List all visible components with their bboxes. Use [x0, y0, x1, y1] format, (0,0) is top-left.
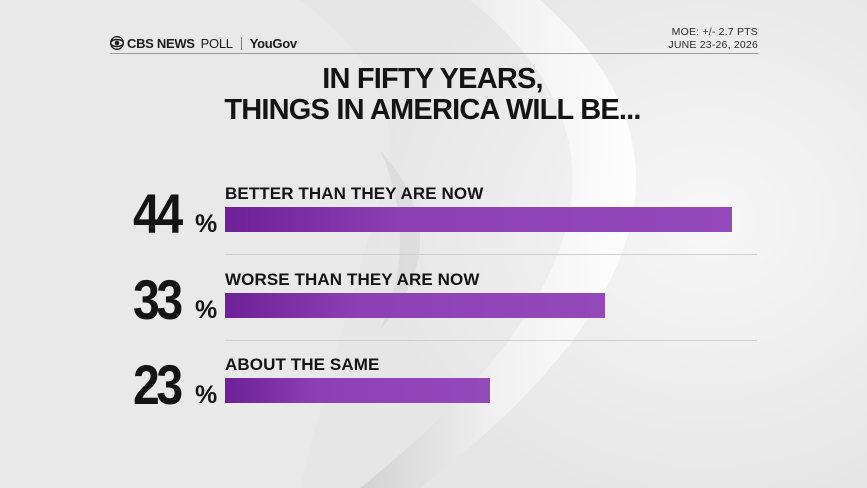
percent-label: 23%: [133, 355, 223, 415]
brand-logo: CBS NEWS POLL YouGov: [110, 35, 297, 51]
poll-dates: JUNE 23-26, 2026: [668, 39, 758, 51]
category-label: ABOUT THE SAME: [225, 355, 380, 374]
moe-line: MOE: +/- 2.7 PTS: [671, 26, 758, 38]
percent-sign: %: [195, 210, 217, 238]
percent-value: 23: [133, 353, 183, 416]
percent-value: 33: [133, 268, 183, 331]
moe-info: MOE: +/- 2.7 PTS JUNE 23-26, 2026: [668, 26, 758, 52]
bar: [225, 378, 491, 403]
row-divider: [225, 340, 757, 341]
percent-sign: %: [195, 296, 217, 324]
header-rule: [110, 53, 758, 54]
brand-partner: YouGov: [249, 35, 297, 51]
bar: [225, 207, 732, 232]
chart-title-line1: IN FIFTY YEARS,: [322, 63, 543, 95]
category-label: BETTER THAN THEY ARE NOW: [225, 184, 484, 203]
bar: [225, 293, 606, 318]
brand-separator: [240, 36, 242, 50]
bar-row: 33% WORSE THAN THEY ARE NOW: [0, 270, 867, 330]
row-divider: [225, 254, 757, 255]
chart-title: IN FIFTY YEARS, THINGS IN AMERICA WILL B…: [150, 64, 715, 126]
percent-label: 33%: [133, 270, 223, 330]
bar-row: 44% BETTER THAN THEY ARE NOW: [0, 184, 867, 244]
percent-label: 44%: [133, 184, 223, 244]
percent-value: 44: [133, 182, 183, 245]
chart-title-line2: THINGS IN AMERICA WILL BE...: [224, 94, 641, 126]
cbs-eye-icon: [110, 36, 124, 50]
brand-cbs-news: CBS NEWS: [127, 35, 195, 51]
brand-poll: POLL: [200, 35, 233, 51]
category-label: WORSE THAN THEY ARE NOW: [225, 270, 480, 289]
bar-row: 23% ABOUT THE SAME: [0, 355, 867, 415]
percent-sign: %: [195, 381, 217, 409]
